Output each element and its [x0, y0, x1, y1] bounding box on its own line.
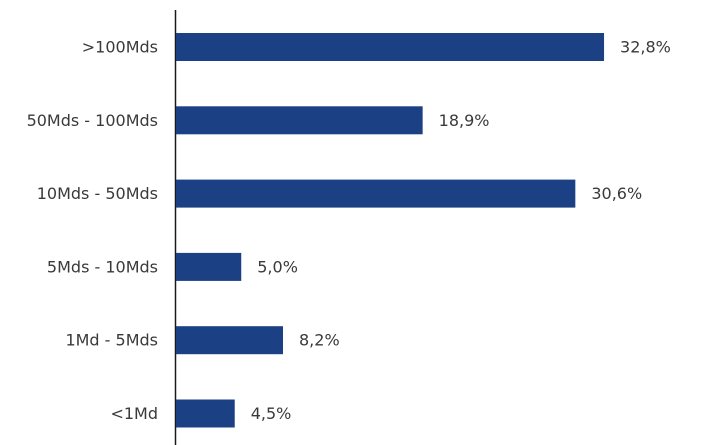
value-label: 8,2% — [299, 331, 340, 350]
category-label: 10Mds - 50Mds — [37, 184, 158, 203]
category-labels: >100Mds 50Mds - 100Mds 10Mds - 50Mds 5Mds -… — [27, 38, 158, 424]
value-label: 30,6% — [591, 184, 642, 203]
bar — [176, 252, 242, 281]
bar — [176, 399, 235, 428]
bar — [176, 106, 423, 135]
value-label: 32,8% — [620, 38, 671, 57]
category-label: >100Mds — [82, 38, 158, 57]
category-label: 50Mds - 100Mds — [27, 111, 158, 130]
bar — [176, 179, 576, 208]
value-label: 4,5% — [251, 404, 292, 423]
category-label: 1Md - 5Mds — [65, 331, 158, 350]
value-label: 18,9% — [439, 111, 490, 130]
value-labels: 32,8% 18,9% 30,6% 5,0% 8,2% 4,5% — [251, 38, 671, 424]
category-label: 5Mds - 10Mds — [47, 257, 158, 276]
bar-group — [176, 33, 605, 428]
bar — [176, 33, 605, 61]
category-label: <1Md — [110, 404, 158, 423]
bar — [176, 326, 284, 355]
value-label: 5,0% — [257, 257, 298, 276]
